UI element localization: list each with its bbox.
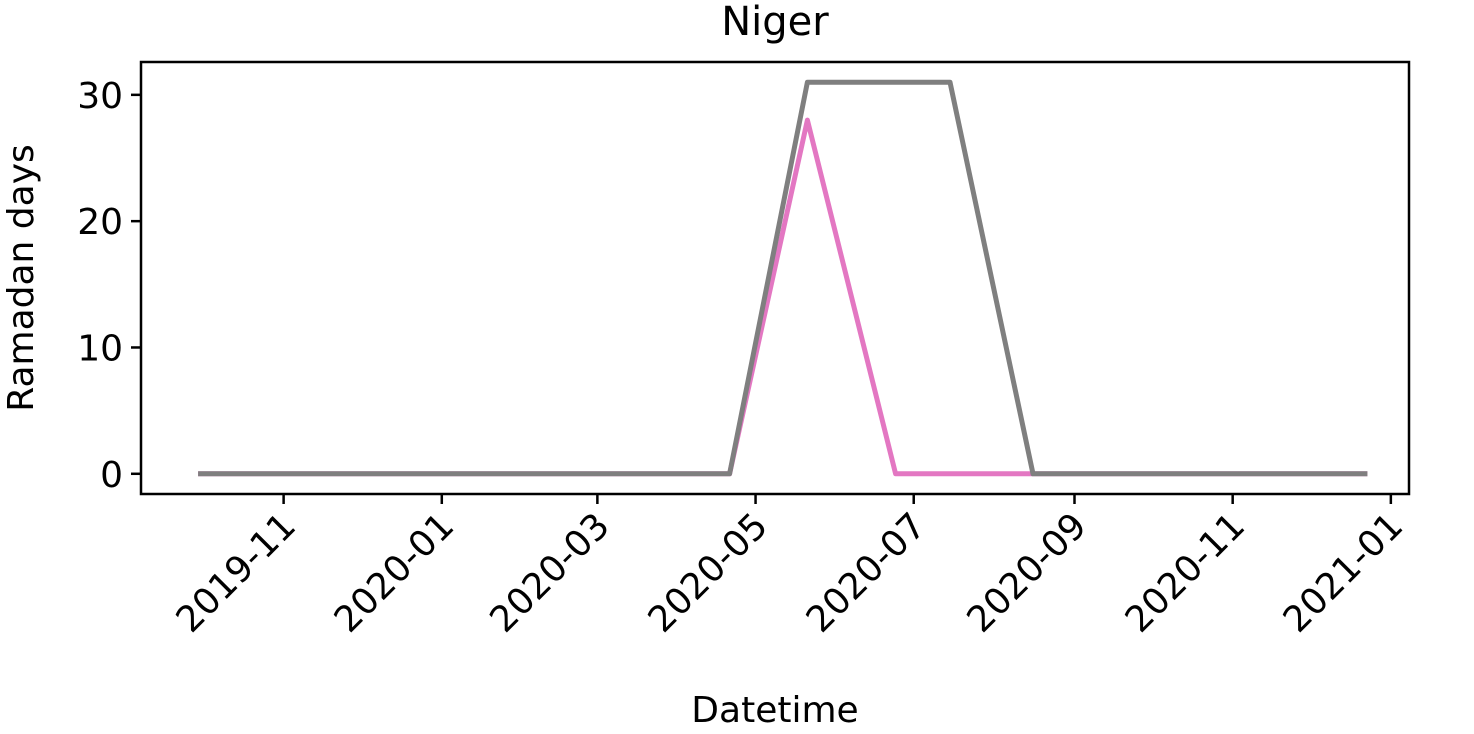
y-axis: 0 10 20 30 [77, 76, 141, 496]
x-tick-label: 2020-05 [641, 505, 776, 640]
series-line-1 [198, 117, 1368, 477]
x-axis: 2019-11 2020-01 2020-03 2020-05 2020-07 2020-… [169, 494, 1411, 641]
y-tick-label: 0 [100, 455, 123, 496]
x-tick-label: 2020-07 [799, 505, 934, 640]
x-tick-label: 2020-11 [1118, 505, 1253, 640]
series-lines [198, 79, 1368, 477]
chart-title: Niger [721, 0, 829, 45]
y-tick-label: 30 [77, 76, 123, 117]
x-tick-label: 2020-09 [960, 505, 1095, 640]
x-axis-label: Datetime [691, 690, 858, 731]
plot-frame [139, 60, 1411, 496]
y-tick-label: 20 [77, 202, 123, 243]
x-tick-label: 2020-03 [482, 505, 617, 640]
y-axis-label: Ramadan days [1, 144, 42, 412]
y-tick-label: 10 [77, 328, 123, 369]
x-tick-label: 2021-01 [1276, 505, 1411, 640]
series-line-2 [198, 79, 1368, 477]
x-tick-label: 2019-11 [169, 505, 304, 640]
x-tick-label: 2020-01 [327, 505, 462, 640]
